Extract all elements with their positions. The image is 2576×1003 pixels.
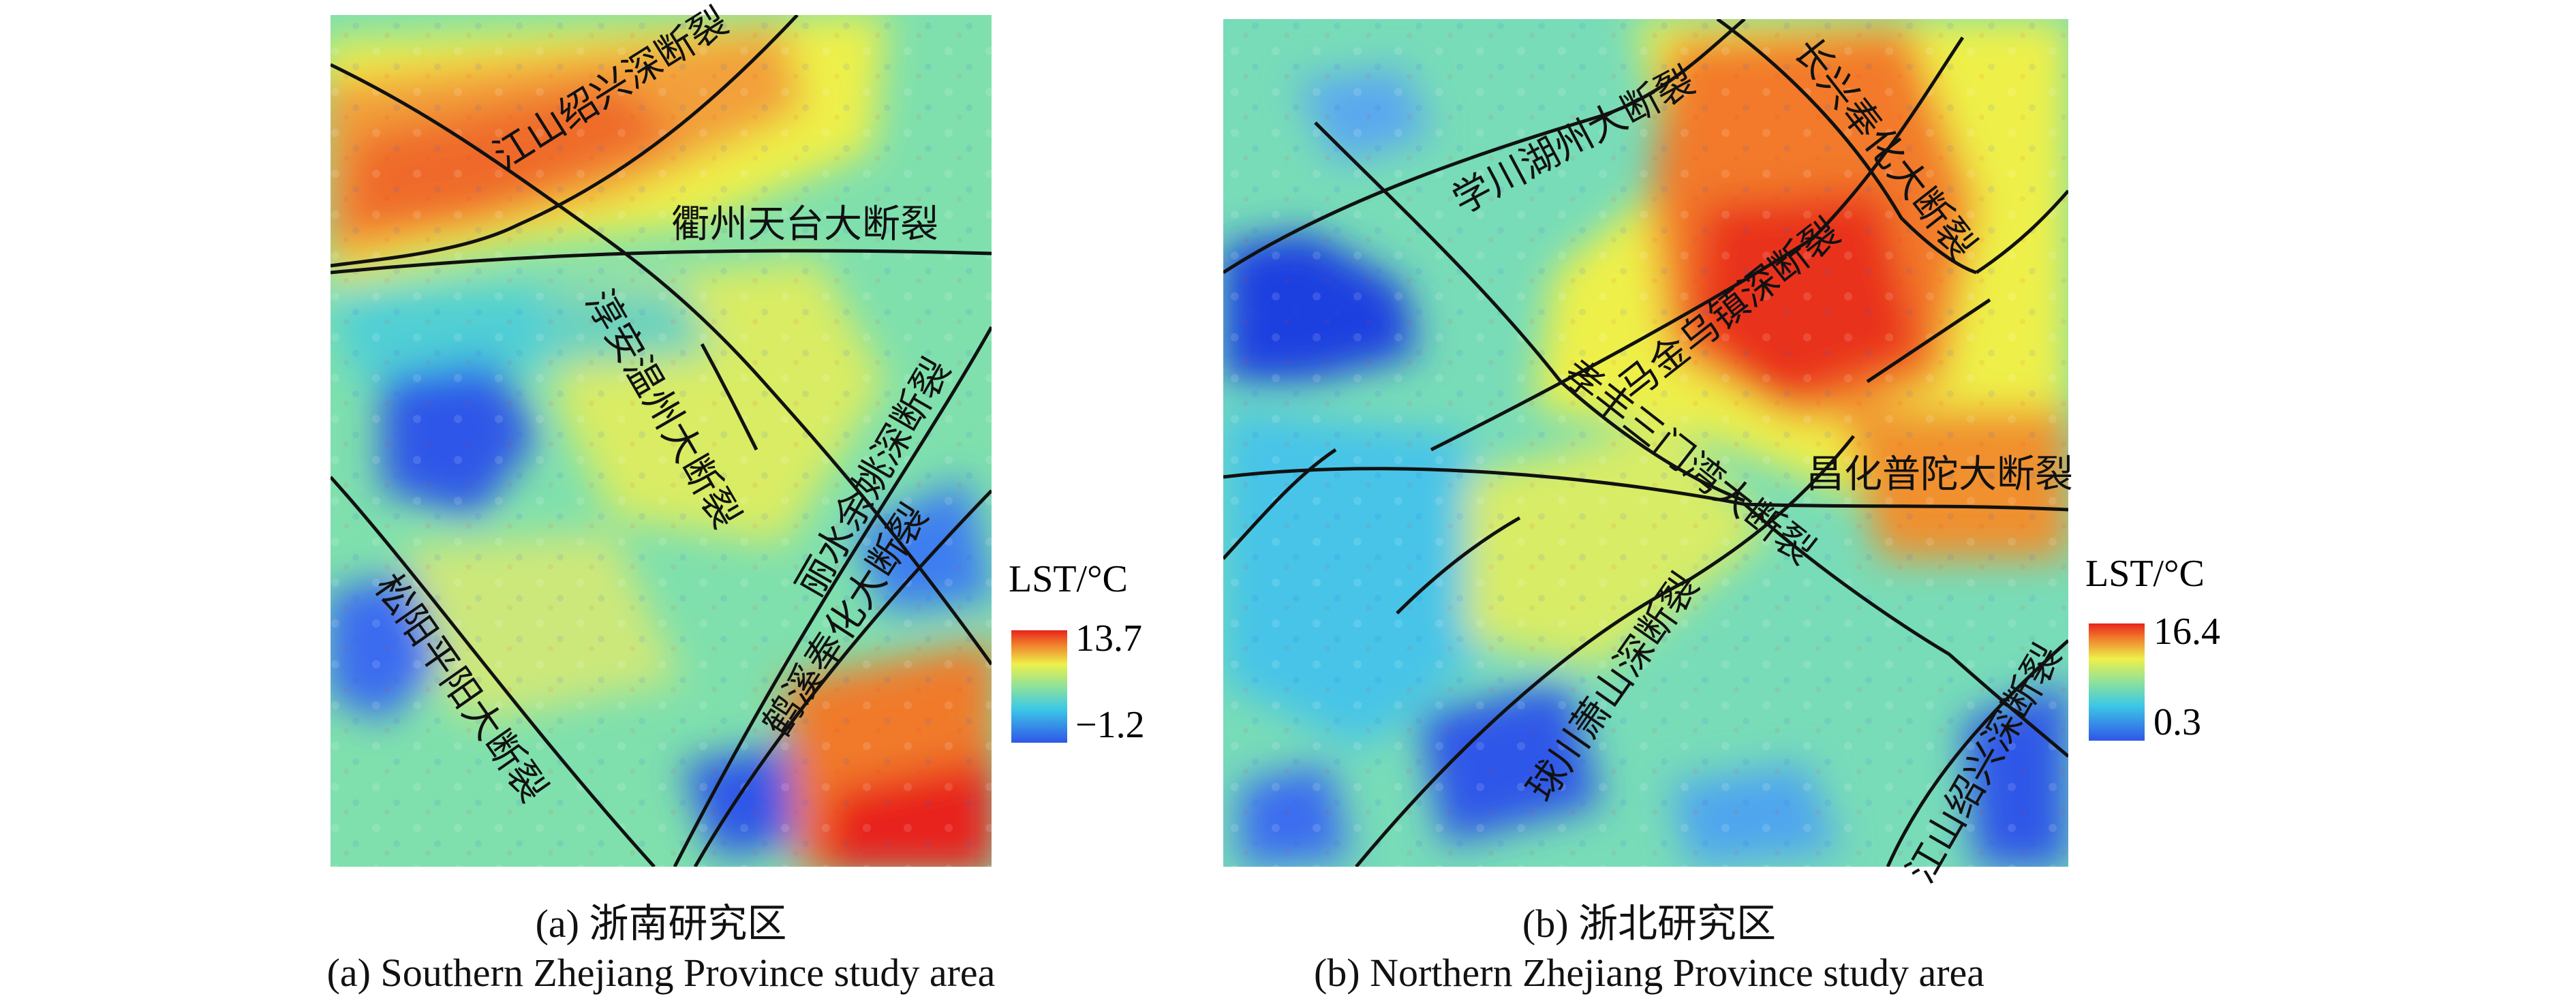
caption-b-cn: (b) 浙北研究区 bbox=[1522, 901, 1777, 946]
legend-min: 0.3 bbox=[2153, 701, 2201, 743]
legend-colorbar bbox=[1011, 630, 1067, 743]
legend-max: 13.7 bbox=[1075, 617, 1142, 660]
legend-colorbar bbox=[2089, 623, 2145, 741]
map-a bbox=[331, 15, 992, 867]
caption-b-en: (b) Northern Zhejiang Province study are… bbox=[1313, 951, 1985, 995]
legend-b: LST/°C 16.4 0.3 bbox=[2085, 553, 2220, 743]
map-b bbox=[1223, 19, 2068, 867]
caption-b: (b) 浙北研究区 (b) Northern Zhejiang Province… bbox=[1172, 899, 2126, 998]
legend-min: −1.2 bbox=[1075, 704, 1145, 746]
fault-lines-a bbox=[331, 15, 992, 867]
caption-a-cn: (a) 浙南研究区 bbox=[535, 901, 787, 946]
fault-label: 衢州天台大断裂 bbox=[671, 202, 938, 247]
legend-a: LST/°C 13.7 −1.2 bbox=[1009, 558, 1145, 746]
fault-lines-b bbox=[1223, 19, 2068, 867]
fault-label: 昌化普陀大断裂 bbox=[1806, 452, 2073, 497]
legend-max: 16.4 bbox=[2153, 611, 2220, 653]
caption-a: (a) 浙南研究区 (a) Southern Zhejiang Province… bbox=[184, 899, 1138, 998]
legend-title: LST/°C bbox=[2085, 553, 2205, 595]
caption-a-en: (a) Southern Zhejiang Province study are… bbox=[326, 951, 996, 995]
legend-title: LST/°C bbox=[1009, 558, 1128, 600]
